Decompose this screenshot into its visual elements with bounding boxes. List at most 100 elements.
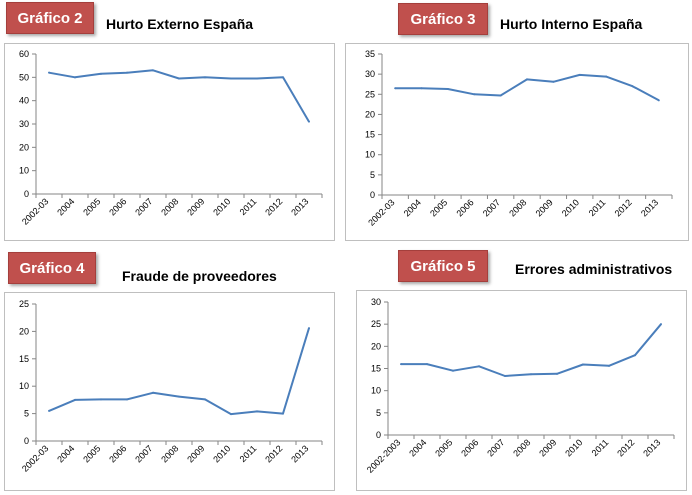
chart-badge: Gráfico 3 <box>398 3 488 35</box>
x-tick-label: 2002-03 <box>20 196 50 226</box>
y-tick-label: 5 <box>370 170 375 180</box>
data-point <box>420 87 423 90</box>
x-tick-label: 2008 <box>511 437 532 458</box>
data-point <box>152 391 154 394</box>
x-tick-label: 2012 <box>263 196 284 217</box>
data-point <box>634 354 636 357</box>
data-point <box>400 363 402 366</box>
y-tick-label: 5 <box>24 409 29 419</box>
y-tick-label: 0 <box>24 436 29 446</box>
x-tick-label: 2012 <box>613 197 634 218</box>
data-point <box>74 398 76 401</box>
y-tick-label: 30 <box>371 297 381 307</box>
x-tick-label: 2013 <box>289 443 310 464</box>
y-tick-label: 15 <box>365 130 375 140</box>
y-tick-label: 30 <box>19 119 29 129</box>
series-line <box>48 327 310 416</box>
data-point <box>552 80 555 83</box>
x-tick-label: 2005 <box>428 197 449 218</box>
x-tick-label: 2011 <box>238 196 259 217</box>
data-point <box>152 69 154 72</box>
x-tick-label: 2009 <box>185 443 206 464</box>
data-point <box>660 323 662 326</box>
y-tick-label: 20 <box>19 142 29 152</box>
y-tick-label: 15 <box>19 354 29 364</box>
data-point <box>48 71 50 74</box>
data-point <box>631 85 634 88</box>
x-tick-label: 2004 <box>402 197 423 218</box>
line-chart: 0 10 20 30 40 50 60 2002-03 2004 2005 2006 2007 2008… <box>19 49 323 227</box>
data-point <box>282 412 284 415</box>
x-tick-label: 2013 <box>289 196 310 217</box>
x-tick-label: 2007 <box>133 443 154 464</box>
x-tick-label: 2008 <box>159 196 180 217</box>
x-tick-label: 2007 <box>485 437 506 458</box>
x-tick-label: 2008 <box>159 443 180 464</box>
x-tick-label: 2006 <box>459 437 480 458</box>
data-point <box>204 76 206 79</box>
data-point <box>499 94 502 97</box>
data-point <box>394 87 397 90</box>
y-tick-label: 15 <box>371 364 381 374</box>
data-point <box>230 413 232 416</box>
x-tick-label: 2004 <box>407 437 428 458</box>
chart-title: Hurto Externo España <box>106 16 254 32</box>
y-tick-label: 25 <box>365 89 375 99</box>
y-tick-label: 50 <box>19 72 29 82</box>
y-tick-label: 10 <box>365 150 375 160</box>
x-tick-label: 2013 <box>639 197 660 218</box>
data-point <box>126 71 128 74</box>
x-tick-label: 2006 <box>107 196 128 217</box>
data-point <box>582 363 584 366</box>
data-point <box>282 76 284 79</box>
chart-title: Hurto Interno España <box>500 16 643 32</box>
data-point <box>452 369 454 372</box>
x-tick-label: 2010 <box>211 443 232 464</box>
x-tick-label: 2011 <box>238 443 259 464</box>
y-tick-label: 10 <box>371 386 381 396</box>
x-tick-label: 2012 <box>615 437 636 458</box>
x-tick-label: 2011 <box>590 437 611 458</box>
x-tick-label: 2012 <box>263 443 284 464</box>
x-tick-label: 2007 <box>481 197 502 218</box>
chart-title: Fraude de proveedores <box>122 268 277 284</box>
chart-frame: 0 5 10 15 20 25 30 2002-2003 2004 2005 2006 2007 200… <box>356 290 687 491</box>
data-point <box>100 398 102 401</box>
data-point <box>308 120 310 123</box>
y-tick-label: 0 <box>24 189 29 199</box>
series-line <box>401 323 662 377</box>
chart-frame: 0 10 20 30 40 50 60 2002-03 2004 2005 2006 2007 2008… <box>4 43 335 241</box>
data-point <box>230 77 232 80</box>
data-point <box>178 77 180 80</box>
data-point <box>473 93 476 96</box>
x-tick-label: 2008 <box>507 197 528 218</box>
data-point <box>504 375 506 378</box>
data-point <box>204 398 206 401</box>
data-point <box>74 76 76 79</box>
data-point <box>178 395 180 398</box>
x-tick-label: 2005 <box>433 437 454 458</box>
x-tick-label: 2004 <box>55 196 76 217</box>
x-tick-label: 2004 <box>55 443 76 464</box>
chart-frame: 0 5 10 15 20 25 2002-03 2004 2005 2006 2007 2008 200… <box>4 292 335 491</box>
x-tick-label: 2005 <box>81 443 102 464</box>
x-tick-label: 2002-2003 <box>365 437 403 475</box>
data-point <box>100 72 102 75</box>
data-point <box>308 327 310 330</box>
y-tick-label: 25 <box>19 299 29 309</box>
x-tick-label: 2002-03 <box>20 443 50 473</box>
x-tick-label: 2002-03 <box>366 197 396 227</box>
x-tick-label: 2009 <box>534 197 555 218</box>
x-tick-label: 2009 <box>537 437 558 458</box>
data-point <box>578 73 581 76</box>
data-point <box>426 363 428 366</box>
data-point <box>478 365 480 368</box>
x-tick-label: 2005 <box>81 196 102 217</box>
y-tick-label: 10 <box>19 381 29 391</box>
y-tick-label: 20 <box>19 326 29 336</box>
y-tick-label: 0 <box>370 190 375 200</box>
y-tick-label: 0 <box>376 430 381 440</box>
y-tick-label: 35 <box>365 49 375 59</box>
data-point <box>526 78 528 81</box>
